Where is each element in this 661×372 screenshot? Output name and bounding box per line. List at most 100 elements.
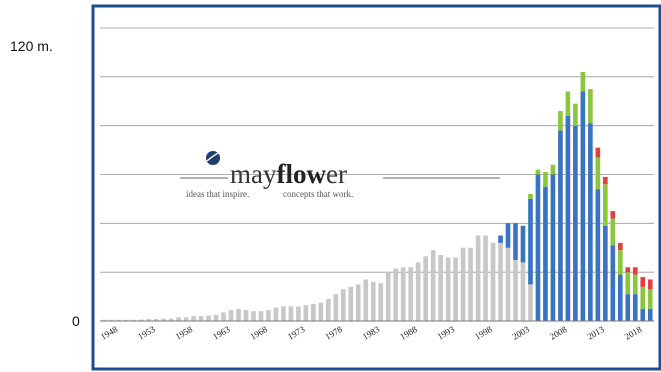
bar-1976-series-0 bbox=[326, 299, 331, 321]
bar-1981-series-0 bbox=[363, 279, 369, 321]
bar-2015-series-1 bbox=[617, 274, 623, 321]
logo-text-er: er bbox=[326, 159, 347, 189]
bar-2017-series-2 bbox=[632, 274, 638, 295]
logo-text-may: may bbox=[230, 159, 277, 189]
bar-2018-series-1 bbox=[640, 308, 646, 321]
bar-2005-series-2 bbox=[543, 172, 548, 187]
bar-1994-series-0 bbox=[460, 247, 466, 321]
logo-swoosh-icon bbox=[206, 151, 221, 162]
bar-1983-series-0 bbox=[378, 283, 384, 321]
bar-1979-series-0 bbox=[348, 286, 354, 321]
bar-2018-series-3 bbox=[640, 277, 646, 287]
bar-1992-series-0 bbox=[445, 257, 451, 321]
bar-1952-series-0 bbox=[146, 319, 151, 321]
bar-2003-series-1 bbox=[528, 198, 533, 285]
bar-1995-series-0 bbox=[468, 247, 473, 321]
bar-1949-series-0 bbox=[123, 319, 129, 321]
bar-2012-series-1 bbox=[595, 189, 601, 321]
bar-1970-series-0 bbox=[281, 306, 286, 321]
bar-2016-series-1 bbox=[625, 294, 631, 321]
bar-2019-series-3 bbox=[647, 279, 653, 290]
bar-2004-series-1 bbox=[535, 174, 541, 321]
bar-1993-series-0 bbox=[453, 257, 458, 321]
bar-1985-series-0 bbox=[393, 268, 399, 321]
bar-1960-series-0 bbox=[206, 315, 211, 321]
bar-1975-series-0 bbox=[318, 302, 324, 321]
bar-1987-series-0 bbox=[408, 267, 414, 321]
bar-1953-series-0 bbox=[153, 319, 159, 321]
bar-1973-series-0 bbox=[303, 305, 309, 321]
bar-2003-series-0 bbox=[528, 284, 533, 321]
bar-2009-series-2 bbox=[573, 103, 578, 126]
bar-2012-series-2 bbox=[595, 157, 601, 190]
bar-1964-series-0 bbox=[236, 308, 241, 321]
bar-2018-series-2 bbox=[640, 286, 646, 309]
bar-1950-series-0 bbox=[131, 319, 137, 321]
chart-frame bbox=[91, 4, 661, 371]
mayflower-logo: mayflower ideas that inspire. concepts t… bbox=[180, 151, 500, 199]
bar-1969-series-0 bbox=[273, 307, 279, 321]
bar-1967-series-0 bbox=[258, 311, 264, 321]
bar-2016-series-3 bbox=[625, 267, 631, 273]
bar-1965-series-0 bbox=[243, 310, 249, 321]
bar-1989-series-0 bbox=[423, 256, 428, 321]
bar-1999-series-0 bbox=[498, 242, 503, 321]
bar-2009-series-1 bbox=[573, 125, 578, 322]
bar-2012-series-3 bbox=[595, 147, 601, 158]
logo-tagline-right: concepts that work. bbox=[283, 189, 353, 199]
bar-2002-series-0 bbox=[520, 262, 526, 321]
bar-1948-series-0 bbox=[116, 319, 122, 321]
bar-1980-series-0 bbox=[355, 284, 361, 321]
bar-2019-series-1 bbox=[647, 308, 653, 321]
bar-1955-series-0 bbox=[168, 318, 174, 321]
bar-1986-series-0 bbox=[400, 267, 406, 321]
bars-group bbox=[101, 71, 653, 322]
bar-1958-series-0 bbox=[191, 316, 196, 321]
bar-2003-series-2 bbox=[528, 194, 533, 199]
bar-2000-series-0 bbox=[505, 247, 511, 321]
bar-1978-series-0 bbox=[340, 289, 346, 321]
bar-2000-series-1 bbox=[505, 223, 511, 248]
bar-1961-series-0 bbox=[213, 314, 219, 321]
bar-2011-series-1 bbox=[588, 123, 593, 321]
bar-1996-series-0 bbox=[475, 235, 481, 321]
bar-2017-series-3 bbox=[632, 267, 638, 275]
y-axis-zero-label: 0 bbox=[72, 313, 80, 329]
bar-1998-series-0 bbox=[490, 242, 496, 321]
bar-2007-series-2 bbox=[558, 111, 563, 131]
bar-2013-series-2 bbox=[603, 184, 608, 226]
bar-1999-series-1 bbox=[498, 235, 503, 243]
bar-2013-series-3 bbox=[603, 176, 608, 185]
bar-1957-series-0 bbox=[183, 317, 189, 321]
bar-1968-series-0 bbox=[266, 310, 271, 321]
bar-2014-series-2 bbox=[610, 218, 616, 246]
bar-2002-series-1 bbox=[520, 225, 526, 263]
bar-1972-series-0 bbox=[296, 306, 301, 321]
bar-2010-series-1 bbox=[580, 91, 586, 321]
y-axis-top-label: 120 m. bbox=[10, 38, 53, 54]
bar-1982-series-0 bbox=[370, 281, 376, 321]
bar-1990-series-0 bbox=[430, 250, 436, 321]
bar-2008-series-1 bbox=[565, 115, 571, 322]
bar-2001-series-1 bbox=[513, 223, 518, 260]
logo-tagline-left: ideas that inspire. bbox=[186, 189, 249, 199]
bar-1947-series-0 bbox=[108, 319, 114, 321]
bar-1997-series-0 bbox=[483, 235, 488, 321]
bar-2019-series-2 bbox=[647, 289, 653, 309]
bar-2010-series-2 bbox=[580, 71, 586, 92]
logo-text-flow: flow bbox=[277, 159, 327, 189]
bar-2011-series-2 bbox=[588, 89, 593, 124]
bar-1946-series-0 bbox=[101, 319, 107, 321]
bar-2006-series-1 bbox=[550, 174, 556, 321]
bar-1959-series-0 bbox=[198, 316, 204, 321]
bar-2001-series-0 bbox=[513, 259, 518, 321]
bar-1962-series-0 bbox=[221, 312, 226, 321]
bar-2013-series-1 bbox=[603, 225, 608, 321]
bar-2014-series-3 bbox=[610, 211, 616, 219]
bar-1991-series-0 bbox=[438, 255, 443, 321]
bar-1988-series-0 bbox=[415, 262, 421, 321]
svg-text:mayflower: mayflower bbox=[230, 159, 347, 189]
bar-1956-series-0 bbox=[176, 317, 181, 321]
bar-2016-series-2 bbox=[625, 272, 631, 295]
